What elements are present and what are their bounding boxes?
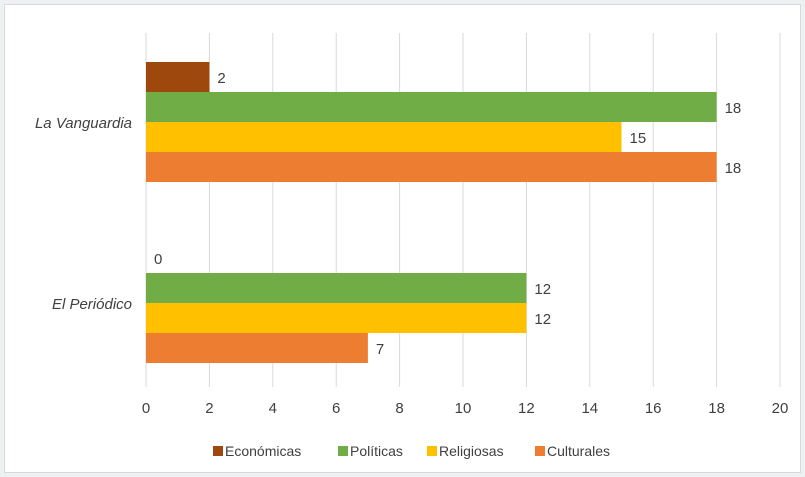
bar-culturales-1 xyxy=(146,333,368,363)
x-tick-label-0: 0 xyxy=(142,400,150,417)
legend-label-culturales: Culturales xyxy=(547,443,610,459)
category-label-0: La Vanguardia xyxy=(35,115,132,132)
x-tick-label-14: 14 xyxy=(581,400,598,417)
bar-religiosas-0 xyxy=(146,122,622,152)
data-label-económicas-0: 2 xyxy=(217,70,225,87)
category-labels: La Vanguardia El Periódico xyxy=(35,115,132,313)
bar-económicas-0 xyxy=(146,62,209,92)
legend-label-religiosas: Religiosas xyxy=(439,443,504,459)
legend-swatch-culturales xyxy=(535,446,545,456)
legend-swatch-políticas xyxy=(338,446,348,456)
data-label-religiosas-0: 15 xyxy=(630,130,647,147)
x-tick-label-12: 12 xyxy=(518,400,535,417)
bar-religiosas-1 xyxy=(146,303,526,333)
legend-swatch-económicas xyxy=(213,446,223,456)
bars xyxy=(146,62,717,363)
x-tick-label-10: 10 xyxy=(455,400,472,417)
bar-políticas-1 xyxy=(146,273,526,303)
data-label-culturales-0: 18 xyxy=(725,160,742,177)
data-label-económicas-1: 0 xyxy=(154,251,162,268)
data-label-culturales-1: 7 xyxy=(376,341,384,358)
data-label-políticas-1: 12 xyxy=(534,281,551,298)
bar-políticas-0 xyxy=(146,92,717,122)
x-tick-label-4: 4 xyxy=(269,400,277,417)
chart-frame: 2 18 15 18 0 12 12 7 La Vanguardia El Periódico … xyxy=(4,4,801,473)
legend-label-económicas: Económicas xyxy=(225,443,301,459)
category-label-1: El Periódico xyxy=(52,296,132,313)
legend-swatch-religiosas xyxy=(427,446,437,456)
data-label-políticas-0: 18 xyxy=(725,100,742,117)
legend-label-políticas: Políticas xyxy=(350,443,403,459)
data-label-religiosas-1: 12 xyxy=(534,311,551,328)
x-tick-label-6: 6 xyxy=(332,400,340,417)
x-tick-label-8: 8 xyxy=(395,400,403,417)
x-tick-label-2: 2 xyxy=(205,400,213,417)
x-tick-label-20: 20 xyxy=(772,400,789,417)
legend: Económicas Políticas Religiosas Culturales xyxy=(213,443,610,459)
x-tick-label-16: 16 xyxy=(645,400,662,417)
x-axis-tick-labels: 0 2 4 6 8 10 12 14 16 18 20 xyxy=(142,400,789,417)
x-tick-label-18: 18 xyxy=(708,400,725,417)
bar-culturales-0 xyxy=(146,152,717,182)
